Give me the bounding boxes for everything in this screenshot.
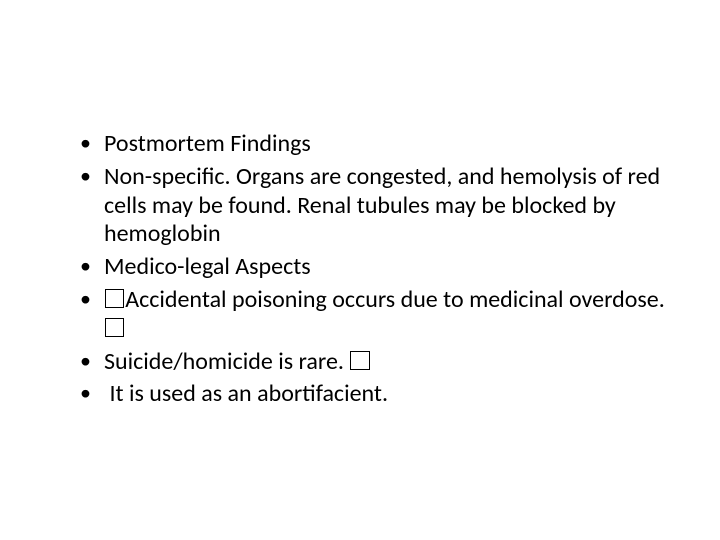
bullet-text: Medico-legal Aspects [104, 252, 311, 281]
bullet-text: Non-specific. Organs are congested, and … [104, 162, 660, 249]
bullet-text: Postmortem Findings [104, 129, 311, 158]
missing-glyph-icon [350, 351, 369, 370]
list-item: Postmortem Findings [80, 130, 670, 159]
bullet-list: Postmortem Findings Non-specific. Organs… [50, 130, 670, 409]
list-item: It is used as an abortifacient. [80, 380, 670, 409]
missing-glyph-icon [105, 289, 124, 308]
list-item: Non-specific. Organs are congested, and … [80, 163, 670, 249]
bullet-text: Accidental poisoning occurs due to medic… [125, 285, 665, 314]
list-item: Suicide/homicide is rare. [80, 348, 670, 377]
bullet-text: It is used as an abortifacient. [109, 379, 388, 408]
slide: Postmortem Findings Non-specific. Organs… [0, 0, 720, 540]
list-item: Medico-legal Aspects [80, 253, 670, 282]
bullet-text: Suicide/homicide is rare. [104, 347, 349, 376]
missing-glyph-icon [105, 318, 124, 337]
list-item: Accidental poisoning occurs due to medic… [80, 286, 670, 344]
